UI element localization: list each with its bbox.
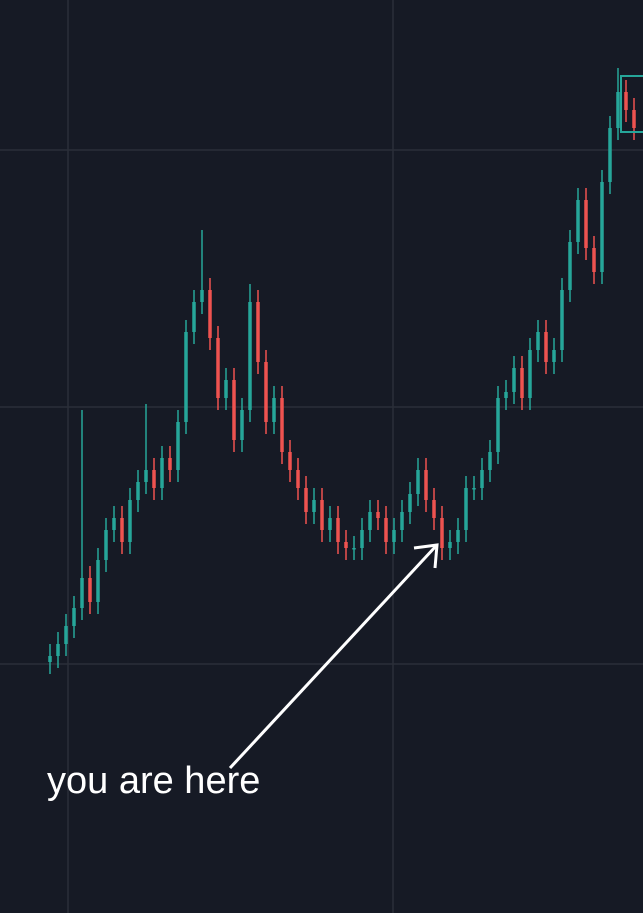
candle-body [584,200,588,248]
candle-body [392,530,396,542]
candle-body [576,200,580,242]
candle-body [520,368,524,398]
candle-body [240,410,244,440]
candle-body [464,488,468,530]
candle-body [616,92,620,128]
candle-body [72,608,76,626]
candle-body [384,518,388,542]
candle-body [64,626,68,644]
candle-body [256,302,260,362]
candle-body [432,500,436,518]
candle-body [592,248,596,272]
arrow [228,543,439,770]
candle-body [360,530,364,548]
candle-body [632,110,636,128]
candle-body [456,530,460,542]
candle-body [136,482,140,500]
candle-body [512,368,516,392]
candle-body [504,392,508,398]
candle-body [208,290,212,338]
candle-body [448,542,452,548]
candle-body [128,500,132,542]
candle-body [152,470,156,488]
candle-body [112,518,116,530]
candle-body [424,470,428,500]
candle-body [280,398,284,452]
candle-body [224,380,228,398]
candle-body [176,422,180,470]
candle-body [408,494,412,512]
candle-body [416,470,420,494]
candle-body [296,470,300,488]
candle-body [536,332,540,350]
candle-body [80,578,84,608]
arrow-head [413,543,439,569]
price-box [620,75,643,133]
candle-body [624,92,628,110]
candle-body [304,488,308,512]
candle-body [288,452,292,470]
candle-body [160,458,164,488]
candle-body [200,290,204,302]
candle-body [336,518,340,542]
candle-body [264,362,268,422]
candle-body [496,398,500,452]
candle-body [488,452,492,470]
candle-body [328,518,332,530]
candle-body [48,656,52,662]
candle-body [528,350,532,398]
candle-body [216,338,220,398]
candles [48,68,636,674]
candle-body [480,470,484,488]
candle-body [568,242,572,290]
candle-body [376,512,380,518]
candle-body [168,458,172,470]
candle-body [88,578,92,602]
candle-body [232,380,236,440]
candle-body [552,350,556,362]
candle-body [560,290,564,350]
candle-body [272,398,276,422]
candle-body [96,560,100,602]
candle-body [352,548,356,550]
candle-body [144,470,148,482]
candle-body [248,302,252,410]
candle-body [600,182,604,272]
candle-body [312,500,316,512]
candle-body [440,518,444,548]
candle-body [120,518,124,542]
candle-body [192,302,196,332]
candle-body [400,512,404,530]
candle-body [472,488,476,490]
candle-body [344,542,348,548]
arrow-shaft [228,544,438,770]
candle-body [184,332,188,422]
candle-body [56,644,60,656]
candle-body [368,512,372,530]
annotation: you are here [47,760,260,802]
candle-body [104,530,108,560]
candle-body [544,332,548,362]
candle-body [320,500,324,530]
candle-body [608,128,612,182]
